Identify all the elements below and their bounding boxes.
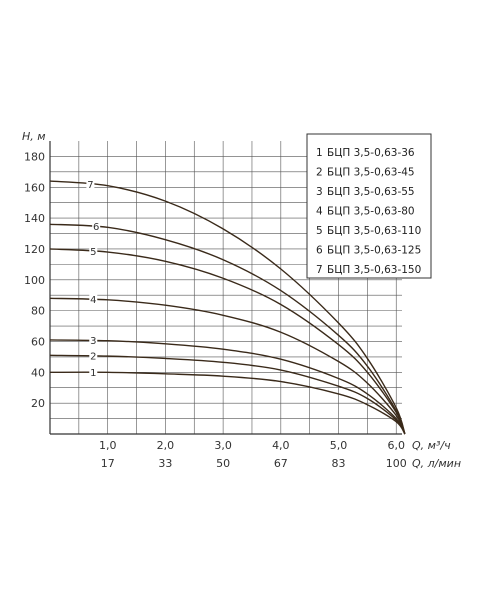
y-tick-label: 20 xyxy=(31,397,45,410)
legend-number: 1 xyxy=(316,147,323,159)
x-tick-label: 6,0 xyxy=(387,439,405,452)
x-tick-label: 2,0 xyxy=(157,439,175,452)
curve-line-7 xyxy=(49,180,406,435)
curve-label-6: 6 xyxy=(93,222,99,233)
curve-line-3 xyxy=(49,339,406,435)
curve-label-7: 7 xyxy=(87,180,93,191)
curve-label-bg xyxy=(86,178,95,190)
y-tick-label: 60 xyxy=(31,335,45,348)
y-tick-label: 80 xyxy=(31,305,45,318)
y-tick-label: 160 xyxy=(24,181,45,194)
legend-number: 7 xyxy=(316,264,323,276)
x-axis-title: Q, м³/ч xyxy=(412,439,451,452)
curve-line-1 xyxy=(49,371,406,435)
y-axis-title: H, м xyxy=(22,130,46,143)
y-tick-label: 180 xyxy=(24,150,45,163)
legend-number: 4 xyxy=(316,206,323,218)
legend-series-name: БЦП 3,5-0,63-150 xyxy=(327,264,421,276)
x2-tick-label: 50 xyxy=(216,457,230,470)
legend-box xyxy=(306,133,432,279)
x-tick-label: 3,0 xyxy=(214,439,232,452)
legend-number: 2 xyxy=(316,167,323,179)
x-tick-label: 4,0 xyxy=(272,439,290,452)
y-tick-label: 40 xyxy=(31,366,45,379)
curve-label-bg xyxy=(89,366,98,378)
legend-series-name: БЦП 3,5-0,63-36 xyxy=(327,147,415,159)
legend-items: 1 БЦП 3,5-0,63-36 2 БЦП 3,5-0,63-45 3 БЦП 3,5… xyxy=(316,147,421,276)
axis-layer: 204060801001201401601801,0172,0333,0504,… xyxy=(24,141,407,470)
curve-label-bg xyxy=(89,293,98,305)
curve-label-2: 2 xyxy=(90,351,96,362)
curve-line-5 xyxy=(49,248,406,435)
curve-label-bg xyxy=(89,334,98,346)
curve-label-5: 5 xyxy=(90,247,96,258)
y-tick-label: 100 xyxy=(24,274,45,287)
x2-tick-label: 17 xyxy=(101,457,115,470)
curve-label-bg xyxy=(89,245,98,257)
x-tick-label: 1,0 xyxy=(99,439,117,452)
x2-tick-label: 33 xyxy=(158,457,172,470)
legend-series-name: БЦП 3,5-0,63-110 xyxy=(327,225,421,237)
legend-number: 5 xyxy=(316,225,323,237)
curve-label-4: 4 xyxy=(90,295,96,306)
legend-series-name: БЦП 3,5-0,63-55 xyxy=(327,186,415,198)
legend-series-name: БЦП 3,5-0,63-45 xyxy=(327,167,415,179)
curve-line-4 xyxy=(49,297,406,435)
x2-tick-label: 83 xyxy=(332,457,346,470)
curve-label-bg xyxy=(89,349,98,361)
x2-tick-label: 100 xyxy=(386,457,407,470)
curve-line-6 xyxy=(49,223,406,435)
x2-axis-title: Q, л/мин xyxy=(412,457,461,470)
curve-label-3: 3 xyxy=(90,336,96,347)
y-tick-label: 140 xyxy=(24,212,45,225)
curve-line-2 xyxy=(49,354,406,435)
x2-tick-label: 67 xyxy=(274,457,288,470)
curve-label-bg xyxy=(92,220,101,232)
legend-series-name: БЦП 3,5-0,63-125 xyxy=(327,245,421,257)
curve-layer xyxy=(49,180,406,435)
legend: 1 БЦП 3,5-0,63-36 2 БЦП 3,5-0,63-45 3 БЦП 3,5… xyxy=(306,133,432,279)
legend-series-name: БЦП 3,5-0,63-80 xyxy=(327,206,415,218)
x-tick-label: 5,0 xyxy=(330,439,348,452)
y-tick-label: 120 xyxy=(24,243,45,256)
label-layer: 1 2 3 4 5 6 7 xyxy=(86,178,101,379)
legend-number: 6 xyxy=(316,245,323,257)
curve-label-1: 1 xyxy=(90,368,96,379)
legend-number: 3 xyxy=(316,186,323,198)
